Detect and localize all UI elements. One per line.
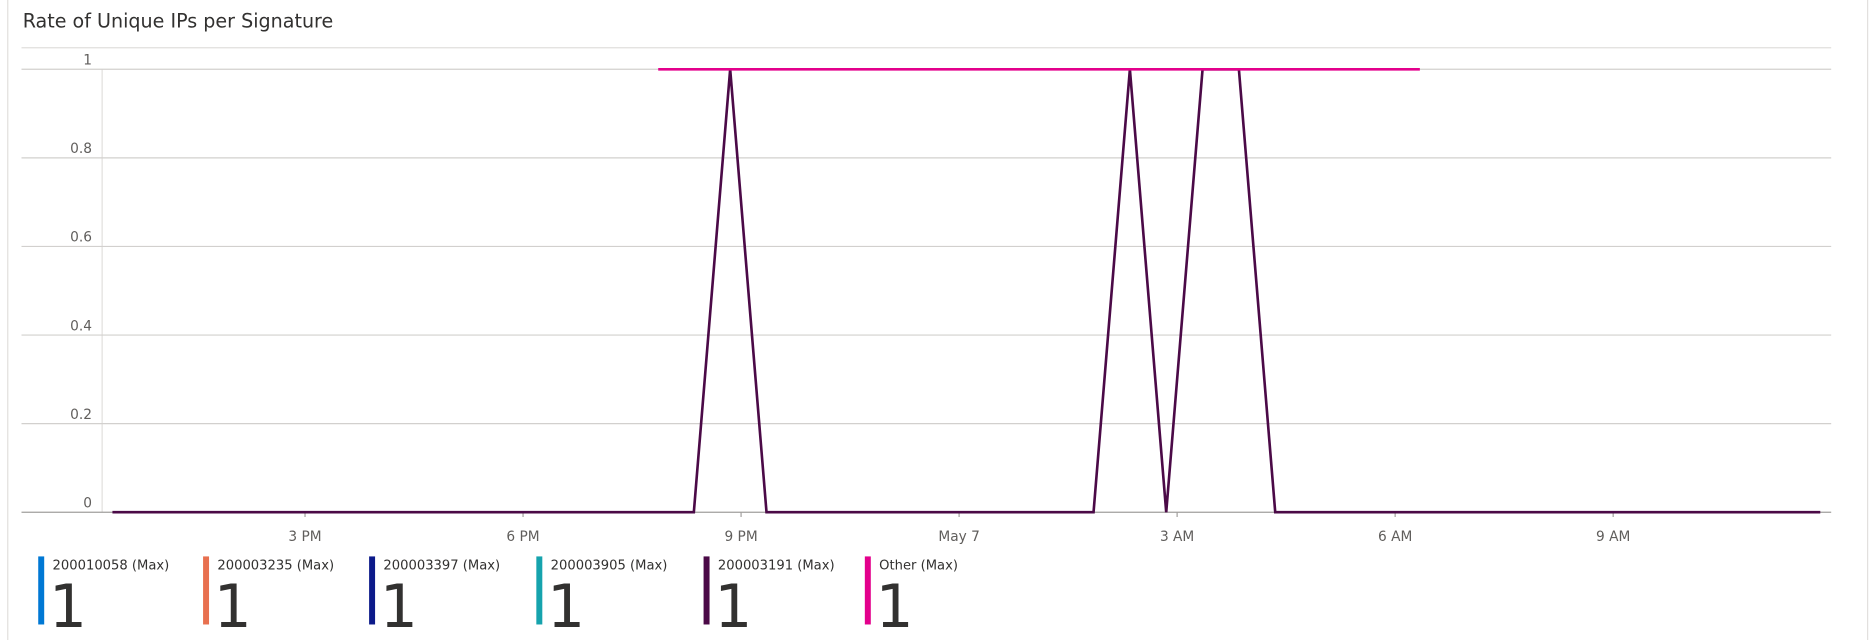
x-tick-label: 9 AM: [1596, 529, 1630, 545]
legend-label: 200003905 (Max): [551, 559, 668, 574]
y-tick-label: 0.2: [70, 407, 92, 423]
legend-swatch: [203, 556, 210, 625]
legend-value: 1: [547, 573, 585, 640]
x-tick-label: 3 AM: [1160, 529, 1194, 545]
x-tick-label: 3 PM: [288, 529, 321, 545]
legend-swatch: [536, 556, 543, 625]
legend-label: 200003191 (Max): [718, 559, 835, 574]
legend-value: 1: [876, 573, 914, 640]
legend-label: 200003235 (Max): [217, 559, 334, 574]
legend-value: 1: [214, 573, 252, 640]
chart-title: Rate of Unique IPs per Signature: [23, 9, 334, 32]
legend-value: 1: [49, 573, 87, 640]
y-tick-label: 0: [83, 495, 92, 511]
x-tick-label: 6 PM: [506, 529, 539, 545]
x-tick-label: 9 PM: [724, 529, 757, 545]
legend-value: 1: [380, 573, 418, 640]
legend-label: 200003397 (Max): [383, 559, 500, 574]
legend-label: Other (Max): [879, 559, 958, 574]
legend-swatch: [369, 556, 376, 625]
legend-swatch: [864, 556, 871, 625]
legend-swatch: [38, 556, 45, 625]
chart-frame: [7, 0, 1869, 640]
y-tick-label: 1: [83, 52, 92, 68]
y-tick-label: 0.6: [70, 230, 92, 246]
x-tick-label: May 7: [938, 529, 979, 545]
legend-swatch: [703, 556, 710, 625]
x-tick-label: 6 AM: [1378, 529, 1412, 545]
legend-value: 1: [714, 573, 752, 640]
series-line: [112, 67, 1821, 514]
y-tick-label: 0.4: [70, 318, 92, 334]
legend-label: 200010058 (Max): [53, 559, 170, 574]
y-tick-label: 0.8: [70, 141, 92, 157]
